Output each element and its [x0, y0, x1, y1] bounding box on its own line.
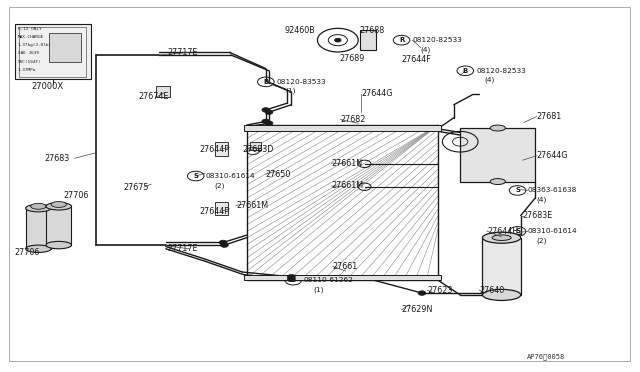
Text: 27675: 27675 — [124, 183, 149, 192]
Text: 27661: 27661 — [333, 262, 358, 271]
Ellipse shape — [31, 203, 46, 209]
Text: 27706: 27706 — [64, 191, 89, 200]
Text: 27644P: 27644P — [199, 145, 229, 154]
Ellipse shape — [26, 205, 51, 212]
Ellipse shape — [483, 289, 521, 301]
Bar — [244, 125, 441, 131]
Bar — [156, 86, 170, 97]
Text: 27682: 27682 — [340, 115, 366, 124]
Text: 27661N: 27661N — [332, 158, 363, 168]
Circle shape — [287, 275, 295, 279]
Circle shape — [262, 108, 269, 112]
Ellipse shape — [46, 241, 72, 249]
Text: 08310-61614: 08310-61614 — [528, 228, 577, 234]
Bar — [246, 125, 438, 280]
Text: 1.37kg(3.0lb): 1.37kg(3.0lb) — [18, 43, 52, 47]
Bar — [483, 238, 521, 295]
Ellipse shape — [490, 179, 506, 185]
Ellipse shape — [51, 202, 67, 208]
Bar — [46, 206, 72, 245]
Text: (4): (4) — [484, 77, 495, 83]
Text: (4): (4) — [537, 197, 547, 203]
Text: 27623: 27623 — [427, 286, 452, 295]
Circle shape — [265, 110, 273, 114]
Text: 92460B: 92460B — [285, 26, 316, 35]
Ellipse shape — [490, 125, 506, 131]
Ellipse shape — [26, 245, 51, 253]
Text: 08120-83533: 08120-83533 — [276, 79, 326, 85]
Ellipse shape — [492, 235, 511, 240]
Circle shape — [221, 243, 228, 247]
Text: 27640: 27640 — [479, 286, 504, 295]
Text: (2): (2) — [537, 237, 547, 244]
Bar — [250, 142, 261, 150]
Text: 27644G: 27644G — [537, 151, 568, 160]
Bar — [215, 202, 228, 215]
Circle shape — [220, 240, 227, 245]
Text: 27644G: 27644G — [362, 89, 393, 98]
Text: 27689: 27689 — [339, 54, 365, 63]
Text: 08310-61614: 08310-61614 — [205, 173, 255, 179]
Text: 27650: 27650 — [266, 170, 291, 179]
Circle shape — [418, 291, 426, 295]
Circle shape — [287, 277, 295, 282]
Text: 08120-82533: 08120-82533 — [476, 68, 526, 74]
Text: R: R — [399, 37, 404, 43]
Text: 1.37MPa: 1.37MPa — [18, 68, 36, 72]
Text: 08110-61262: 08110-61262 — [303, 277, 353, 283]
Text: (2): (2) — [214, 182, 225, 189]
Text: 27629N: 27629N — [401, 305, 433, 314]
Text: 27683: 27683 — [45, 154, 70, 163]
Bar — [460, 128, 536, 182]
Text: B: B — [291, 277, 296, 283]
Ellipse shape — [483, 232, 521, 243]
Text: 27706: 27706 — [14, 248, 40, 257]
Text: 27644F: 27644F — [401, 55, 431, 64]
Bar — [15, 24, 91, 79]
Text: 27000X: 27000X — [32, 82, 64, 91]
Ellipse shape — [46, 203, 72, 210]
Text: 08120-82533: 08120-82533 — [412, 37, 462, 43]
Text: 27661M: 27661M — [236, 201, 268, 210]
Text: B: B — [463, 68, 468, 74]
Text: MAX.CHARGE: MAX.CHARGE — [18, 35, 44, 39]
Text: 27681: 27681 — [537, 112, 562, 121]
Circle shape — [262, 119, 269, 124]
Text: R-12 ONLY: R-12 ONLY — [18, 27, 42, 31]
Text: 27717E: 27717E — [167, 244, 198, 253]
Bar — [49, 33, 81, 62]
Circle shape — [335, 38, 341, 42]
Text: 27644H: 27644H — [487, 227, 518, 235]
Text: SAE J639: SAE J639 — [18, 51, 39, 55]
Text: 27683D: 27683D — [243, 145, 274, 154]
Text: 27683E: 27683E — [523, 211, 553, 220]
Text: S: S — [515, 187, 520, 193]
Text: S: S — [515, 228, 520, 234]
Text: AP76。0058: AP76。0058 — [527, 353, 565, 360]
Text: B: B — [263, 79, 268, 85]
Text: 27688: 27688 — [360, 26, 385, 35]
Text: 90C(194F): 90C(194F) — [18, 60, 42, 64]
Text: 27717E: 27717E — [167, 48, 198, 57]
Text: (1): (1) — [285, 87, 296, 94]
Text: 08363-61638: 08363-61638 — [528, 187, 577, 193]
Bar — [244, 275, 441, 280]
Text: 27661M: 27661M — [332, 182, 364, 190]
Text: 27644P: 27644P — [199, 206, 229, 216]
Bar — [215, 142, 228, 156]
Text: (1): (1) — [314, 286, 324, 293]
Text: 27674E: 27674E — [138, 92, 169, 101]
Bar — [360, 30, 376, 51]
Bar — [246, 125, 438, 280]
Text: S: S — [193, 173, 198, 179]
Circle shape — [265, 121, 273, 125]
Text: (4): (4) — [420, 46, 431, 52]
Bar — [26, 208, 51, 249]
Bar — [19, 27, 86, 77]
